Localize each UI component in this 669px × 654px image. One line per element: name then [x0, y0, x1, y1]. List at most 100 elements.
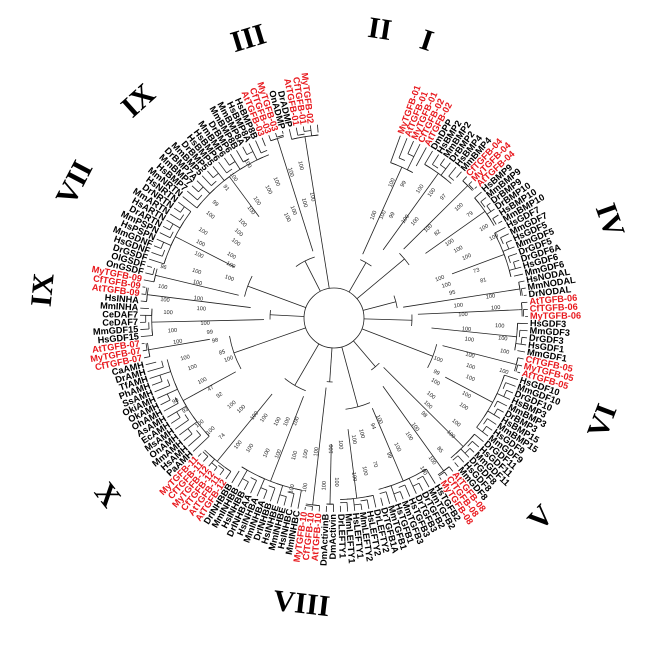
- sub-arc: [393, 491, 401, 495]
- leaf-branch: [263, 490, 268, 499]
- clade-numeral: III: [227, 17, 270, 59]
- leaf-branch: [408, 478, 417, 494]
- group-arc: [390, 162, 413, 173]
- bootstrap-label: 100: [237, 218, 248, 229]
- bootstrap-label: 100: [230, 237, 241, 247]
- leaf-branch: [250, 480, 257, 494]
- leaf-branch: [182, 196, 198, 209]
- bootstrap-label: 100: [415, 184, 425, 195]
- bootstrap-label: 94: [369, 422, 377, 430]
- sub-arc: [513, 261, 516, 269]
- clade-stem: [442, 345, 514, 365]
- leaf-label: DmActivinB: [319, 513, 331, 566]
- group-arc: [151, 308, 153, 336]
- group-stem: [155, 274, 161, 277]
- sub-arc: [198, 186, 204, 193]
- bootstrap-label: 100: [498, 335, 508, 342]
- leaf-branch: [160, 399, 171, 406]
- group-stem: [355, 491, 358, 499]
- bootstrap-label: 100: [461, 390, 472, 400]
- sub-arc: [279, 494, 287, 497]
- bootstrap-label: 100: [288, 205, 297, 216]
- clade-stem: [234, 184, 260, 217]
- leaf-branch: [513, 273, 524, 277]
- bootstrap-label: 100: [228, 172, 238, 183]
- bootstrap-label: 100: [461, 253, 472, 262]
- sub-arc: [520, 288, 523, 296]
- leaf-branch: [317, 124, 319, 133]
- leaf-branch: [404, 484, 411, 497]
- leaf-branch: [486, 425, 493, 431]
- group-stem: [276, 138, 279, 142]
- bootstrap-label: 100: [291, 450, 299, 461]
- group-stem: [480, 211, 486, 215]
- clade-stem: [403, 289, 517, 308]
- sub-arc: [398, 484, 406, 488]
- bootstrap-label: 100: [288, 484, 296, 495]
- leaf-branch: [372, 495, 377, 508]
- leaf-branch: [242, 146, 248, 155]
- clade-stem: [273, 396, 304, 472]
- leaf-branch: [399, 491, 404, 500]
- leaf-branch: [460, 448, 470, 458]
- bootstrap-label: 100: [441, 281, 452, 289]
- bootstrap-label: 100: [197, 377, 208, 386]
- leaf-branch: [476, 427, 489, 437]
- leaf-branch: [519, 329, 528, 332]
- sub-arc: [212, 173, 219, 178]
- bootstrap-label: 81: [480, 277, 488, 284]
- leaf-branch: [141, 293, 146, 295]
- bootstrap-label: 100: [200, 321, 210, 327]
- leaf-branch: [166, 219, 181, 229]
- leaf-branch: [212, 166, 225, 181]
- leaf-label: HsGDF15: [97, 331, 139, 345]
- bootstrap-label: 99: [400, 180, 408, 188]
- leaf-branch: [281, 130, 284, 134]
- sub-arc: [304, 130, 312, 132]
- bootstrap-label: 100: [498, 368, 509, 377]
- leaf-branch: [219, 469, 225, 476]
- group-stem: [304, 136, 307, 143]
- leaf-branch: [230, 153, 241, 170]
- leaf-branch: [191, 185, 199, 193]
- bootstrap-label: 100: [193, 295, 203, 302]
- clade-numeral: X: [88, 476, 128, 514]
- bootstrap-label: 100: [233, 440, 243, 451]
- leaf-branch: [276, 485, 284, 504]
- sub-arc: [440, 164, 447, 170]
- leaf-branch: [248, 143, 258, 161]
- bootstrap-label: 85: [218, 349, 226, 357]
- group-stem: [229, 176, 236, 185]
- group-stem: [270, 471, 275, 482]
- bootstrap-label: 100: [450, 418, 461, 429]
- sub-arc: [448, 175, 455, 181]
- group-stem: [485, 398, 493, 403]
- leaf-branch: [504, 374, 519, 380]
- leaf-branch: [505, 382, 516, 387]
- group-arc: [437, 466, 450, 476]
- bootstrap-label: 100: [350, 434, 357, 444]
- backbone-stem: [356, 258, 405, 300]
- leaf-branch: [444, 471, 448, 476]
- group-arc: [153, 268, 158, 282]
- sub-arc: [211, 462, 218, 468]
- leaf-branch: [159, 232, 171, 239]
- leaf-branch: [487, 418, 497, 425]
- bootstrap-label: 100: [444, 238, 455, 248]
- bootstrap-label: 100: [282, 212, 291, 223]
- bootstrap-label: 99: [432, 369, 440, 377]
- clade-stem: [329, 443, 332, 500]
- clade-numeral: VII: [49, 155, 99, 210]
- group-stem: [395, 166, 403, 182]
- clade-stem: [382, 179, 434, 251]
- bootstrap-label: 100: [206, 426, 217, 437]
- leaf-branch: [517, 364, 523, 367]
- leaf-branch: [517, 357, 524, 360]
- leaf-branch: [474, 186, 478, 189]
- sub-arc: [179, 214, 185, 221]
- bootstrap-label: 100: [236, 404, 247, 415]
- sub-arc: [167, 379, 171, 386]
- leaf-branch: [197, 453, 202, 457]
- sub-arc: [176, 411, 181, 418]
- sub-arc: [464, 448, 471, 454]
